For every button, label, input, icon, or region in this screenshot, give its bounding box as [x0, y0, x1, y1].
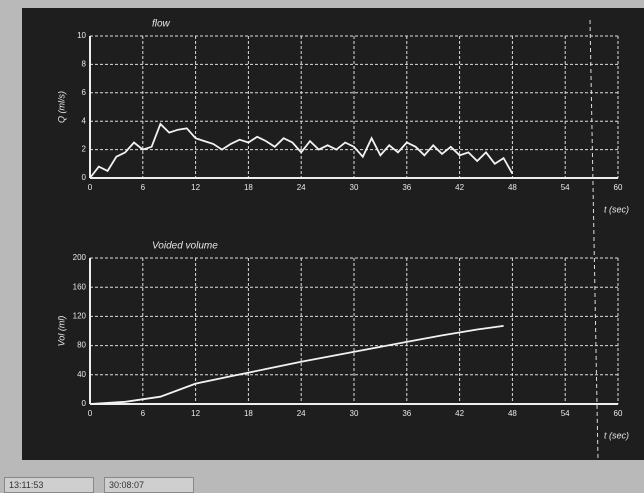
y-tick-label: 200 [73, 253, 87, 262]
x-tick-label: 12 [191, 409, 200, 418]
chart-title: Voided volume [152, 241, 218, 252]
x-tick-label: 24 [297, 183, 306, 192]
y-tick-label: 4 [82, 116, 87, 125]
x-tick-label: 0 [88, 183, 93, 192]
x-tick-label: 36 [402, 409, 411, 418]
x-tick-label: 30 [350, 183, 359, 192]
y-tick-label: 8 [82, 60, 87, 69]
x-tick-label: 48 [508, 409, 517, 418]
y-tick-label: 0 [82, 399, 87, 408]
page: {"chart_data": [ {"type": "line", "title… [0, 0, 644, 493]
y-axis-label: Vol (ml) [56, 316, 66, 347]
x-tick-label: 12 [191, 183, 200, 192]
x-tick-label: 30 [350, 409, 359, 418]
x-tick-label: 18 [244, 183, 253, 192]
x-tick-label: 60 [614, 183, 623, 192]
x-tick-label: 0 [88, 409, 93, 418]
status-time: 13:11:53 [4, 477, 94, 493]
y-tick-label: 40 [77, 370, 86, 379]
x-tick-label: 24 [297, 409, 306, 418]
y-tick-label: 160 [73, 282, 87, 291]
y-tick-label: 6 [82, 88, 87, 97]
y-tick-label: 0 [82, 173, 87, 182]
x-tick-label: 18 [244, 409, 253, 418]
status-duration: 30:08:07 [104, 477, 194, 493]
x-tick-label: 42 [455, 409, 464, 418]
x-tick-label: 6 [141, 183, 146, 192]
x-tick-label: 42 [455, 183, 464, 192]
y-tick-label: 2 [82, 145, 87, 154]
x-tick-label: 60 [614, 409, 623, 418]
x-tick-label: 48 [508, 183, 517, 192]
x-axis-label: t (sec) [604, 204, 629, 214]
y-axis-label: Q (ml/s) [56, 91, 66, 123]
x-tick-label: 54 [561, 409, 570, 418]
x-tick-label: 54 [561, 183, 570, 192]
x-tick-label: 6 [141, 409, 146, 418]
chart-title: flow [152, 19, 171, 30]
y-tick-label: 10 [77, 31, 86, 40]
screen-background [22, 8, 644, 460]
x-tick-label: 36 [402, 183, 411, 192]
x-axis-label: t (sec) [604, 430, 629, 440]
y-tick-label: 80 [77, 341, 86, 350]
y-tick-label: 120 [73, 312, 87, 321]
